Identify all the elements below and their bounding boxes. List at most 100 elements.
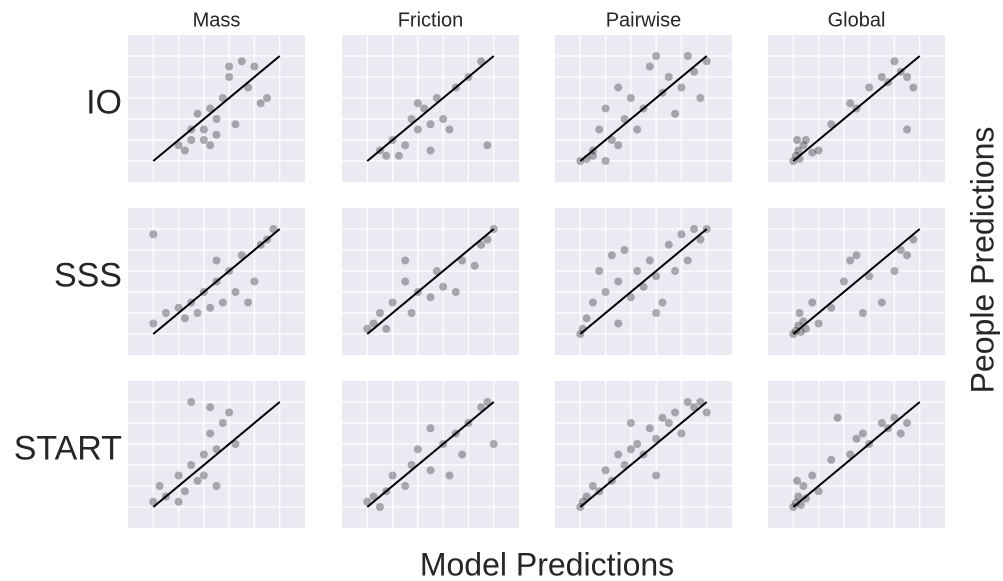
point [420,104,429,113]
point [477,403,486,412]
point [696,398,705,406]
point [199,450,208,459]
point [582,492,591,501]
point [458,256,467,265]
point [426,293,435,302]
point [206,104,215,113]
point [237,57,246,66]
point [652,434,661,443]
reference-line [792,228,921,335]
point [244,298,253,307]
point [794,146,803,155]
point [626,445,635,454]
point [187,398,196,406]
point [877,419,886,427]
point [664,73,673,81]
point [639,282,648,291]
point [382,324,391,333]
point [407,309,416,317]
point [791,498,800,507]
point [683,256,692,265]
row-label: SSS [54,256,122,294]
point [426,146,435,155]
point [206,303,215,312]
point [614,319,623,328]
point [903,419,912,427]
point [677,230,686,239]
reference-line [366,228,495,335]
point [269,225,278,233]
column-title: Mass [193,9,241,31]
point [218,298,227,307]
point [671,267,680,275]
point [607,136,616,144]
point [413,125,422,134]
point [218,419,227,427]
point [588,151,597,160]
point [903,73,912,81]
point [903,125,912,134]
point [363,324,372,333]
point [212,482,221,490]
point [477,57,486,66]
reference-line [579,55,708,162]
point [439,282,448,291]
point [601,466,610,475]
point [369,319,378,328]
point [865,272,874,281]
point [690,403,699,412]
point [432,94,441,102]
point [458,450,467,459]
point [155,482,164,490]
point [877,73,886,81]
point [432,267,441,275]
point [231,288,240,296]
point [401,482,410,490]
point [206,429,215,438]
point [814,146,823,155]
point [696,94,705,102]
point [477,240,486,249]
point [250,62,259,71]
point [858,429,867,438]
point [808,471,817,480]
point [206,141,215,150]
point [690,67,699,76]
point [846,256,855,265]
point [664,419,673,427]
point [206,403,215,412]
reference-line [579,401,708,508]
point [263,94,272,102]
point [394,151,403,160]
point [626,94,635,102]
point [846,450,855,459]
point [426,424,435,433]
point [664,240,673,249]
point [626,419,635,427]
point [483,398,492,406]
point [193,476,202,485]
point [401,141,410,150]
point [620,246,629,254]
point [896,429,905,438]
point [237,251,246,260]
reference-line [579,228,708,335]
point [595,267,604,275]
point [601,157,610,165]
point [212,130,221,139]
point [588,482,597,490]
point [633,125,642,134]
point [833,413,842,422]
point [212,115,221,123]
point [445,471,454,480]
point [225,62,234,71]
point [388,298,397,307]
point [620,461,629,469]
point [858,309,867,317]
point [250,277,259,286]
point [827,120,836,129]
point [180,487,189,496]
point [645,256,654,265]
reference-line [792,55,921,162]
point [256,99,265,108]
